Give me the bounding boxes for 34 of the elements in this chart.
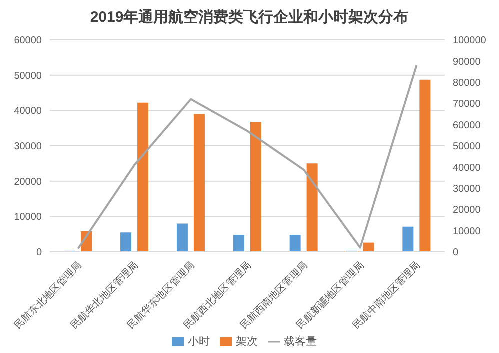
y-tick-label: 0 <box>36 248 42 259</box>
y-tick-label: 50000 <box>14 70 42 82</box>
y-tick-label: 10000 <box>14 212 42 224</box>
y-tick-label: 30000 <box>14 142 42 153</box>
bar <box>306 164 318 252</box>
y-tick-label: 60000 <box>14 36 42 47</box>
bar <box>402 226 414 252</box>
bar <box>138 102 149 252</box>
bar <box>194 114 205 252</box>
bar <box>250 122 262 252</box>
y-tick-label: 20000 <box>14 176 42 188</box>
bar <box>420 80 431 252</box>
legend-label: 架次 <box>236 336 258 348</box>
chart-title: 2019年通用航空消费类飞行企业和小时架次分布 <box>89 8 410 28</box>
y2-tick-label: 50000 <box>453 142 482 153</box>
y2-tick-label: 0 <box>453 248 459 259</box>
y2-tick-label: 10000 <box>453 226 482 238</box>
legend-label: 小时 <box>188 336 210 348</box>
bar <box>120 232 132 252</box>
bar <box>176 224 188 252</box>
bar <box>290 235 301 252</box>
y2-tick-label: 60000 <box>453 120 482 132</box>
y2-tick-label: 30000 <box>453 184 482 195</box>
y2-tick-label: 70000 <box>453 99 482 110</box>
bar <box>233 235 244 252</box>
y2-tick-label: 40000 <box>453 162 482 174</box>
y2-tick-label: 90000 <box>453 56 482 68</box>
y2-tick-label: 20000 <box>453 205 482 216</box>
legend-label: 载客量 <box>284 336 317 348</box>
bar <box>363 242 374 252</box>
y-tick-label: 40000 <box>14 106 42 118</box>
y2-tick-label: 100000 <box>453 36 487 47</box>
line-series <box>77 64 418 250</box>
y2-tick-label: 80000 <box>453 78 482 89</box>
